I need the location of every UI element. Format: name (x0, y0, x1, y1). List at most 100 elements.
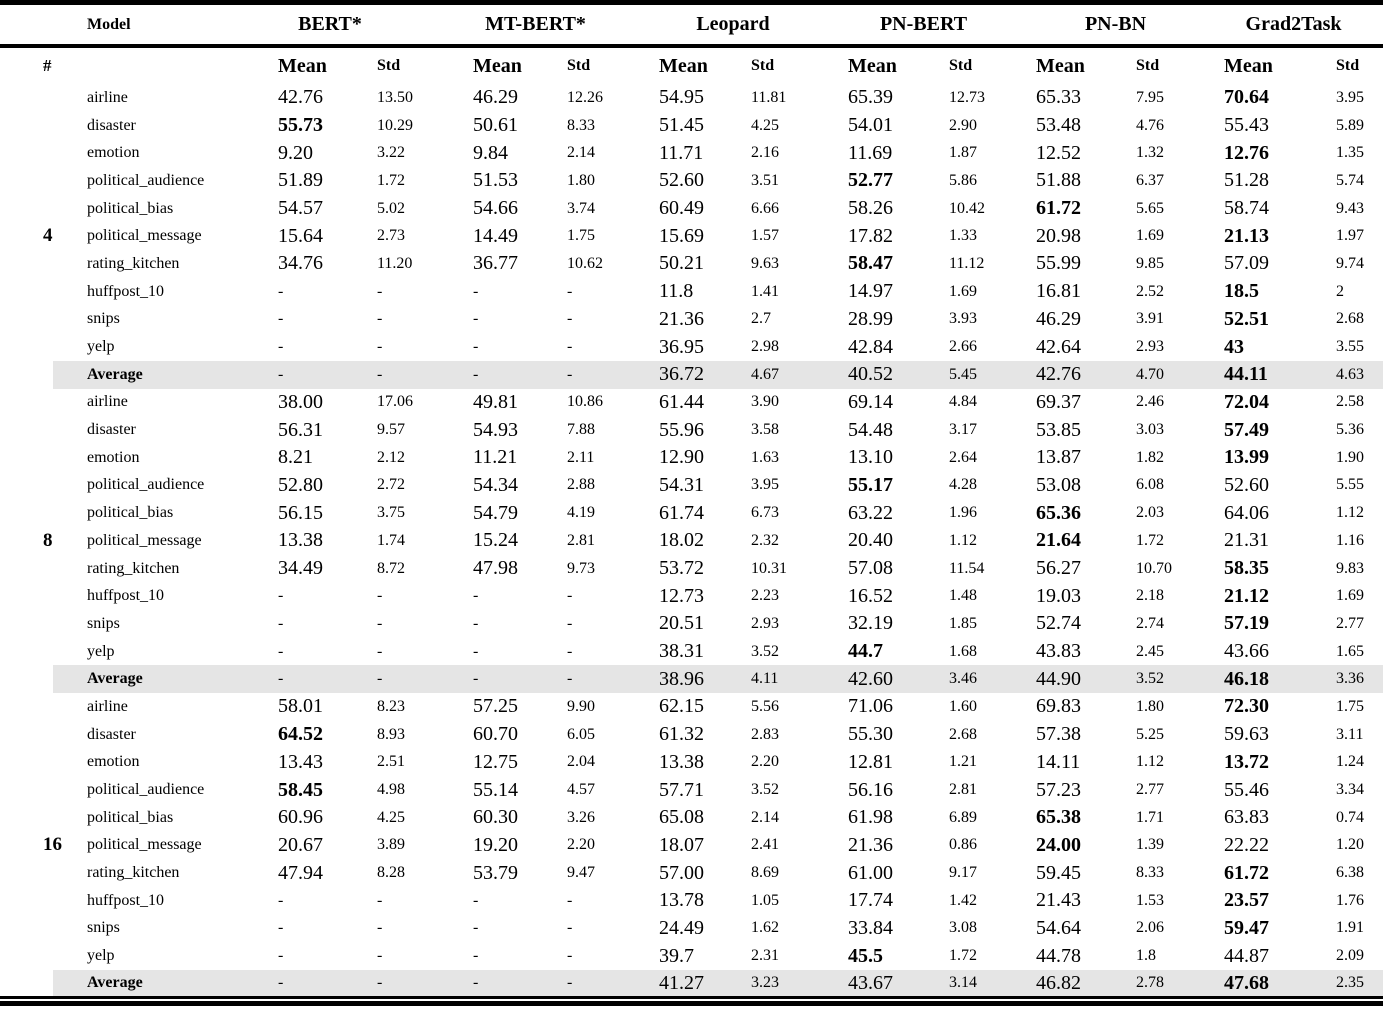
std-cell: 3.52 (1135, 665, 1224, 694)
mean-cell: 17.74 (848, 889, 894, 912)
std-cell: 8.69 (751, 864, 780, 882)
mean-cell: 56.27 (1036, 557, 1082, 580)
std-cell: 2.98 (751, 338, 780, 356)
mean-cell: 13.10 (848, 446, 894, 469)
mean-cell: 52.60 (659, 169, 705, 192)
std-cell: 11.54 (949, 559, 985, 577)
table-row: huffpost_10 - - - - 13.78 1.05 17.74 1.42 21.43 1.… (0, 887, 1383, 915)
group-header-pn-bert: PN-BERT (847, 2, 1036, 48)
std-cell: 6.73 (751, 504, 780, 522)
std-cell: - (377, 891, 383, 909)
mean-cell: 55.43 (1224, 114, 1270, 137)
std-cell: 3.03 (1136, 421, 1165, 439)
std-cell: - (567, 891, 573, 909)
std-cell: 2.16 (751, 144, 780, 162)
mean-cell: 44.7 (848, 640, 884, 663)
shots-cell (0, 333, 86, 361)
std-cell: 2.66 (949, 338, 978, 356)
mean-cell: 72.04 (1224, 390, 1270, 413)
mean-cell: 20.67 (278, 833, 323, 856)
mean-cell: 57.09 (1224, 252, 1270, 275)
std-header: Std (1136, 57, 1160, 74)
std-cell: 1.65 (1336, 642, 1365, 660)
std-cell: 2 (1336, 282, 1345, 300)
std-cell: 1.82 (1136, 448, 1165, 466)
std-cell: - (377, 338, 383, 356)
mean-cell: 12.73 (659, 584, 705, 607)
std-cell: 9.17 (949, 864, 978, 882)
mean-cell: 51.89 (278, 169, 323, 192)
group-header-mt-bert: MT-BERT* (472, 2, 659, 48)
task-label: political_bias (87, 199, 174, 217)
mean-cell: 58.35 (1224, 557, 1270, 580)
table-row: 8 political_message 13.38 1.74 15.24 2.81 18.0… (0, 527, 1383, 555)
stat-header-row: # Mean Std Mean Std Mean Std Mean Std Me… (0, 46, 1383, 84)
mean-cell: - (472, 665, 567, 694)
table-row: political_bias 60.96 4.25 60.30 3.26 65.08 2.1… (0, 804, 1383, 832)
task-label: disaster (87, 421, 136, 439)
mean-cell: 21.43 (1036, 889, 1082, 912)
mean-cell: 54.64 (1036, 916, 1082, 939)
table-row: airline 58.01 8.23 57.25 9.90 62.15 5.56 71.06 1… (0, 693, 1383, 721)
mean-cell: 16.52 (848, 584, 894, 607)
std-cell: 3.22 (377, 144, 405, 162)
std-cell: 4.98 (377, 781, 405, 799)
std-cell: 2.88 (567, 476, 596, 494)
task-label: airline (87, 88, 128, 106)
task-label: rating_kitchen (87, 864, 180, 882)
mean-cell: 28.99 (848, 307, 894, 330)
std-cell: 1.20 (1336, 836, 1365, 854)
std-cell: 2.81 (567, 531, 596, 549)
mean-cell: - (473, 310, 479, 328)
mean-cell: 61.44 (659, 390, 705, 413)
table-row: huffpost_10 - - - - 12.73 2.23 16.52 1.48 19.03 2.… (0, 582, 1383, 610)
mean-cell: 16.81 (1036, 280, 1082, 303)
std-cell: 1.57 (751, 227, 780, 245)
mean-cell: 23.57 (1224, 889, 1270, 912)
task-header-spacer (86, 46, 277, 84)
mean-cell: 43.67 (847, 970, 949, 998)
mean-cell: - (278, 282, 284, 300)
std-cell: 2.18 (1136, 587, 1165, 605)
mean-cell: - (472, 360, 567, 389)
mean-cell: 57.25 (473, 695, 519, 718)
group-header-pn-bn: PN-BN (1035, 2, 1224, 48)
mean-cell: 12.81 (848, 750, 894, 773)
average-row: Average - - - -41.27 3.23 43.67 3.14 46.82 2.78 47… (0, 970, 1383, 998)
std-cell: 12.26 (567, 88, 604, 106)
mean-cell: 54.48 (848, 418, 894, 441)
mean-cell: 42.60 (847, 665, 949, 694)
std-cell: 3.93 (949, 310, 978, 328)
std-cell: 1.96 (949, 504, 978, 522)
std-cell: 2.20 (751, 753, 780, 771)
mean-cell: 38.31 (659, 640, 705, 663)
mean-cell: 62.15 (659, 695, 705, 718)
task-label: airline (87, 393, 128, 411)
mean-cell: 12.52 (1036, 141, 1082, 164)
std-cell: 1.12 (1136, 753, 1165, 771)
std-cell: 2.14 (567, 144, 596, 162)
std-cell: 2.58 (1336, 393, 1365, 411)
std-cell: 3.95 (751, 476, 780, 494)
task-label: Average (86, 665, 277, 694)
mean-cell: 8.21 (278, 446, 313, 469)
std-cell: 1.87 (949, 144, 978, 162)
mean-cell: 18.5 (1224, 280, 1260, 303)
std-header: Std (949, 57, 973, 74)
std-cell: 3.74 (567, 199, 596, 217)
mean-cell: - (278, 338, 284, 356)
std-cell: 3.75 (377, 504, 405, 522)
shots-cell (0, 444, 86, 472)
std-cell: 2.12 (377, 448, 405, 466)
std-cell: 9.63 (751, 254, 780, 272)
shots-cell (0, 389, 86, 417)
task-label: yelp (87, 947, 115, 965)
std-header: Std (751, 57, 775, 74)
std-cell: - (377, 282, 383, 300)
mean-cell: 13.72 (1224, 750, 1270, 773)
mean-cell: 63.22 (848, 501, 894, 524)
shots-cell (0, 472, 86, 500)
group-header-grad2task: Grad2Task (1223, 2, 1383, 48)
task-label: political_message (87, 531, 202, 549)
